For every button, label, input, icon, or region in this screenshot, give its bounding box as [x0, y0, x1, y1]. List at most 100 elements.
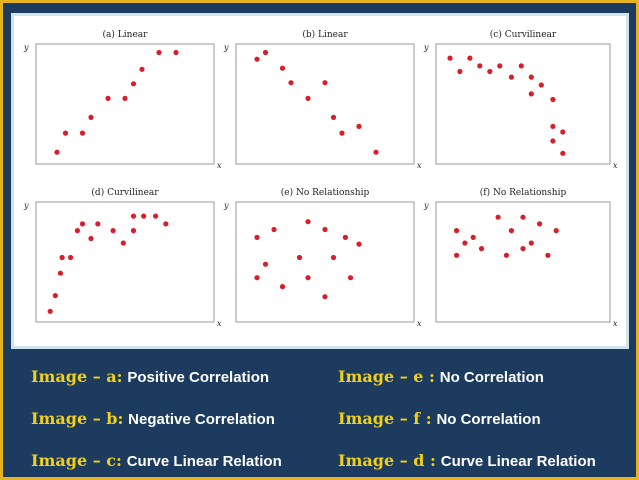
data-point [339, 130, 345, 136]
plot-frame [235, 43, 415, 165]
x-axis-label: x [613, 161, 618, 170]
caption-b-label: Image – b: [31, 409, 124, 428]
x-axis-label: x [217, 319, 222, 328]
caption-d-text: Curve Linear Relation [440, 453, 596, 470]
data-point [477, 63, 483, 69]
data-point [262, 261, 269, 267]
data-point [454, 252, 460, 258]
data-point [288, 80, 294, 86]
data-point [130, 213, 137, 219]
caption-c: Image – c: Curve Linear Relation [31, 451, 282, 470]
plot-frame [235, 201, 415, 323]
data-point [271, 226, 277, 233]
data-point [79, 130, 86, 136]
plot-frame [35, 43, 215, 165]
panel-title: (d) Curvilinear [91, 187, 159, 198]
y-axis-label: y [223, 43, 229, 52]
x-axis-label: x [417, 161, 422, 170]
data-point [74, 228, 80, 234]
caption-a-text: Positive Correlation [127, 369, 270, 386]
data-point [254, 275, 260, 281]
data-point [59, 254, 65, 261]
caption-d-label: Image – d : [338, 451, 436, 470]
panel-title: (c) Curvilinear [490, 29, 557, 40]
data-point [122, 95, 128, 101]
data-point [139, 66, 145, 72]
data-point [57, 270, 64, 276]
data-point [356, 123, 362, 129]
data-point [254, 56, 260, 62]
caption-a-label: Image – a: [31, 367, 123, 386]
data-point [322, 80, 328, 86]
data-point [545, 252, 551, 258]
data-point [560, 129, 566, 135]
data-point [322, 294, 328, 300]
scatter-panel-2: (c) Curvilinear y x [423, 29, 618, 170]
panel-title: (b) Linear [302, 29, 348, 40]
data-point [262, 49, 269, 56]
data-point [322, 226, 328, 233]
y-axis-label: y [23, 201, 29, 210]
data-point [560, 150, 566, 156]
data-point [88, 235, 94, 242]
data-point [528, 240, 534, 246]
plot-frame [35, 201, 215, 323]
caption-f-label: Image – f : [338, 409, 432, 428]
data-point [537, 221, 543, 227]
data-point [518, 63, 524, 69]
data-point [538, 82, 544, 88]
data-point [120, 240, 126, 246]
data-point [163, 221, 169, 227]
caption-e-text: No Correlation [439, 369, 544, 386]
data-point [95, 221, 101, 227]
data-point [54, 149, 60, 155]
data-point [153, 213, 159, 219]
panel-title: (f) No Relationship [480, 187, 567, 198]
data-point [495, 214, 501, 220]
caption-a: Image – a: Positive Correlation [31, 367, 269, 386]
data-point [279, 65, 286, 71]
data-point [47, 308, 53, 314]
y-axis-label: y [423, 43, 429, 52]
data-point [330, 254, 337, 261]
data-point [487, 68, 493, 75]
data-point [520, 214, 526, 220]
caption-f: Image – f : No Correlation [338, 409, 541, 428]
data-point [62, 130, 69, 136]
data-point [470, 234, 476, 240]
scatter-figure: (a) Linear y x (b) Linear y x (c) Curvilinear y… [11, 13, 629, 349]
data-point [497, 63, 503, 69]
caption-c-text: Curve Linear Relation [126, 453, 282, 470]
data-point [296, 254, 303, 261]
panel-title: (e) No Relationship [281, 187, 370, 198]
data-point [305, 219, 311, 225]
caption-f-text: No Correlation [436, 411, 541, 428]
caption-d: Image – d : Curve Linear Relation [338, 451, 596, 470]
scatter-panel-5: (f) No Relationship y x [423, 187, 618, 328]
scatter-panel-0: (a) Linear y x [23, 29, 222, 170]
data-point [478, 246, 485, 252]
data-point [279, 284, 286, 290]
data-point [88, 114, 94, 120]
y-axis-label: y [423, 201, 429, 210]
data-point [553, 228, 559, 234]
plot-frame [435, 201, 611, 323]
data-point [254, 234, 260, 240]
data-point [356, 241, 362, 247]
data-point [330, 114, 337, 120]
data-point [342, 234, 348, 240]
data-point [173, 49, 179, 56]
panel-title: (a) Linear [103, 29, 149, 40]
data-point [130, 81, 137, 87]
data-point [508, 74, 514, 80]
data-point [520, 246, 526, 252]
x-axis-label: x [613, 319, 618, 328]
data-point [130, 228, 137, 234]
data-point [447, 55, 453, 61]
scatter-panel-1: (b) Linear y x [223, 29, 422, 170]
data-point [347, 275, 354, 281]
y-axis-label: y [223, 201, 229, 210]
scatter-panel-4: (e) No Relationship y x [223, 187, 422, 328]
data-point [457, 68, 463, 75]
